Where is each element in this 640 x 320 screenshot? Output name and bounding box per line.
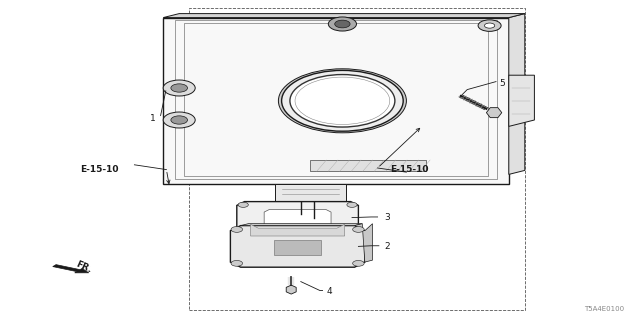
Polygon shape <box>310 160 426 171</box>
Polygon shape <box>355 224 372 262</box>
Circle shape <box>353 260 364 266</box>
Polygon shape <box>230 226 365 267</box>
Circle shape <box>290 75 395 127</box>
Polygon shape <box>52 265 89 273</box>
Polygon shape <box>509 13 525 174</box>
Polygon shape <box>163 18 509 184</box>
Text: E-15-10: E-15-10 <box>80 165 118 174</box>
Circle shape <box>353 227 364 232</box>
Text: 1: 1 <box>150 114 156 123</box>
Polygon shape <box>286 285 296 294</box>
Text: 4: 4 <box>326 287 332 296</box>
Circle shape <box>238 202 248 207</box>
Polygon shape <box>486 108 502 118</box>
Text: 5: 5 <box>499 79 505 88</box>
Text: E-15-10: E-15-10 <box>390 165 429 174</box>
Text: 2: 2 <box>384 242 390 251</box>
Circle shape <box>282 70 403 131</box>
Text: FR.: FR. <box>74 260 93 274</box>
Circle shape <box>163 112 195 128</box>
Polygon shape <box>241 224 362 226</box>
Text: T5A4E0100: T5A4E0100 <box>584 306 624 312</box>
Circle shape <box>238 231 248 236</box>
Circle shape <box>163 80 195 96</box>
Polygon shape <box>163 13 525 18</box>
Polygon shape <box>275 184 346 202</box>
Circle shape <box>231 260 243 266</box>
Polygon shape <box>264 210 331 229</box>
Circle shape <box>278 69 406 133</box>
Polygon shape <box>274 240 321 255</box>
Text: 3: 3 <box>384 213 390 222</box>
Circle shape <box>328 17 356 31</box>
Polygon shape <box>237 202 358 237</box>
Circle shape <box>171 116 188 124</box>
Circle shape <box>231 227 243 232</box>
Circle shape <box>484 23 495 28</box>
Circle shape <box>335 20 350 28</box>
Circle shape <box>478 20 501 31</box>
Circle shape <box>347 231 357 236</box>
Polygon shape <box>251 224 344 236</box>
Circle shape <box>171 84 188 92</box>
Polygon shape <box>509 75 534 126</box>
Circle shape <box>347 202 357 207</box>
